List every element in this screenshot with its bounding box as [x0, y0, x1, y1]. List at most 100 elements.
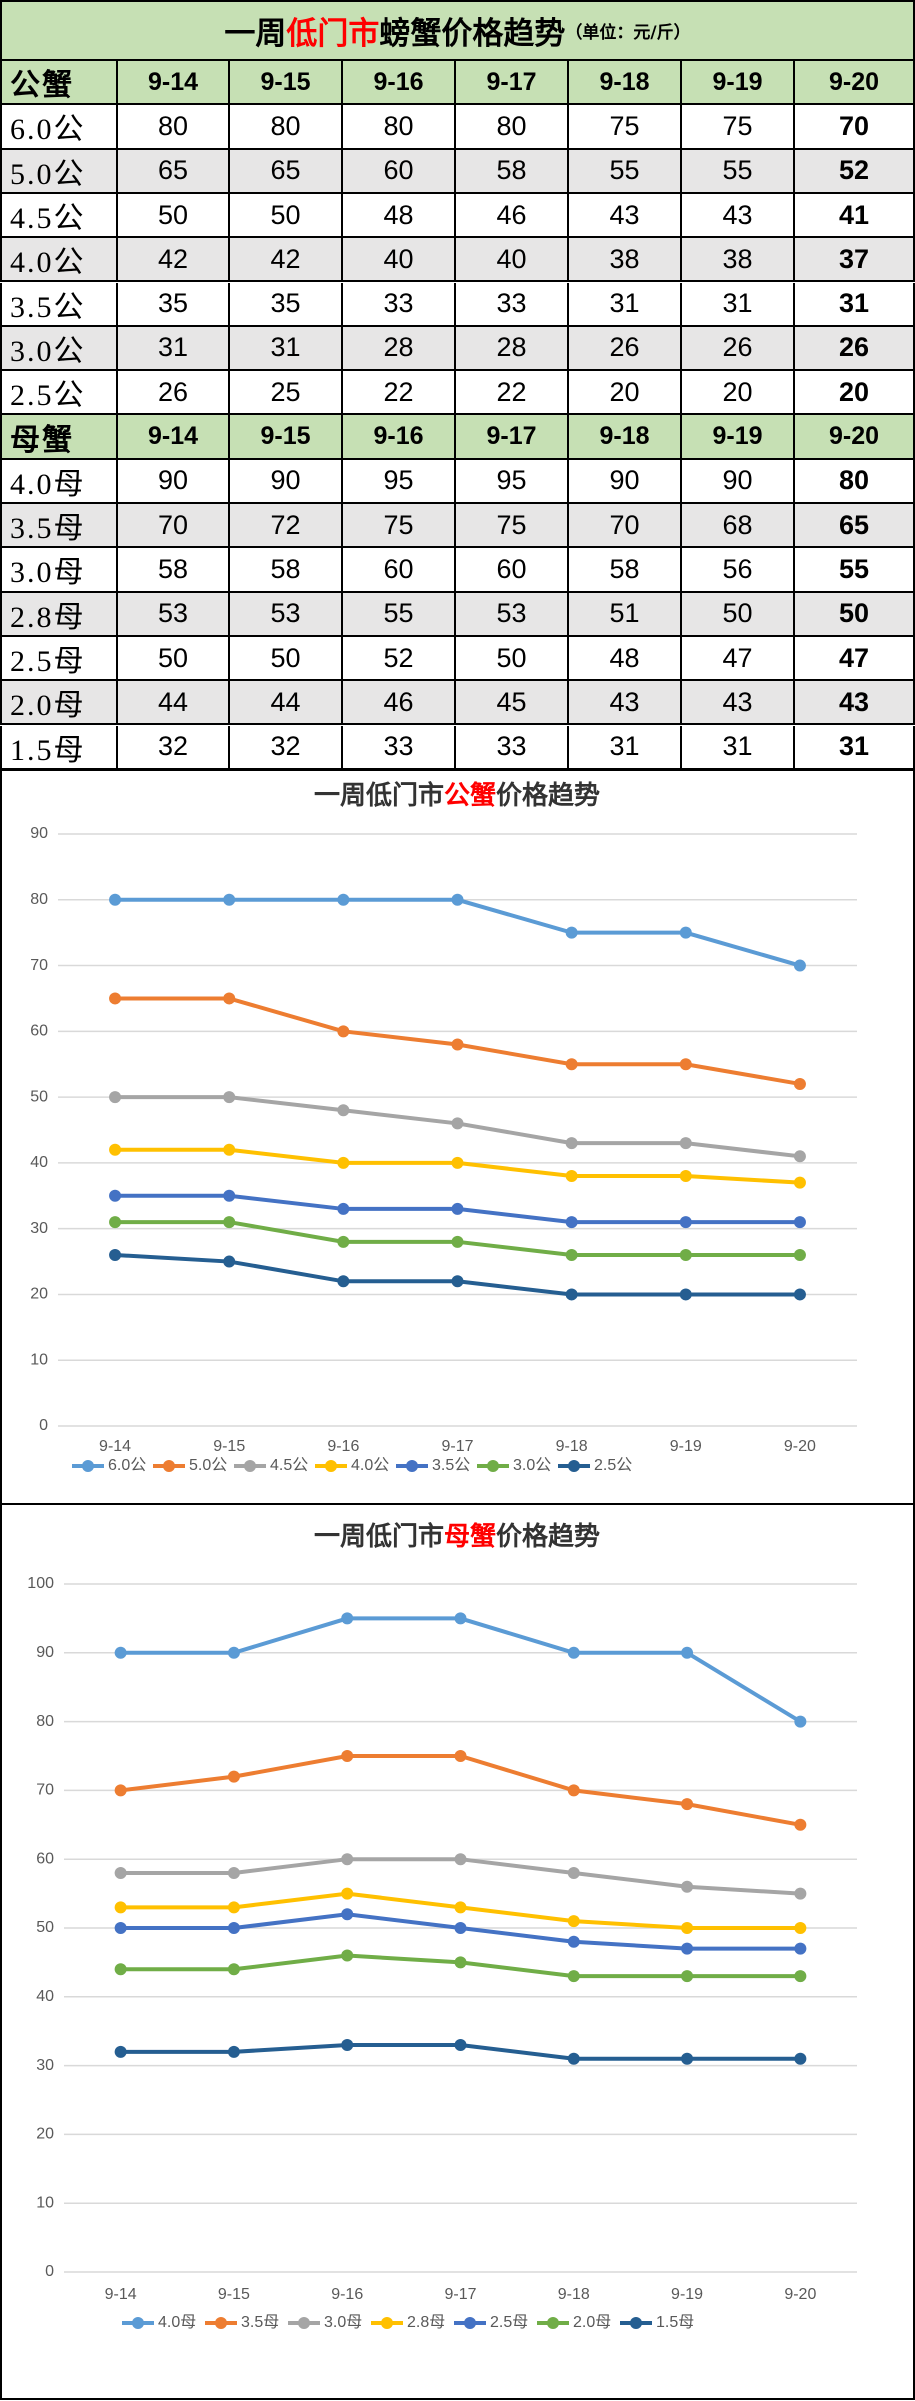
table-cell: 50	[795, 592, 915, 637]
x-tick-label: 9-20	[784, 1438, 816, 1455]
table-cell: 53	[230, 592, 343, 637]
x-tick-label: 9-18	[556, 1438, 588, 1455]
legend-dot	[630, 2317, 642, 2329]
data-point	[223, 1143, 236, 1156]
table-cell: 43	[569, 681, 682, 726]
table-cell: 26	[795, 326, 915, 372]
data-point	[109, 1248, 122, 1261]
table-cell: 52	[795, 149, 915, 194]
data-point	[337, 1235, 350, 1248]
table-cell: 3.5公	[0, 282, 118, 327]
legend-label: 2.8母	[407, 2314, 445, 2331]
table-cell: 35	[230, 282, 343, 327]
chart-title: 一周低门市公蟹价格趋势	[314, 780, 600, 811]
data-point	[114, 1901, 127, 1914]
y-tick-label: 50	[36, 1919, 54, 1936]
title-part: 一周低门市	[314, 1521, 444, 1552]
table-cell: 38	[682, 238, 795, 283]
data-point	[567, 1915, 580, 1928]
data-point	[114, 1963, 127, 1976]
series-line	[115, 897, 801, 968]
header-cell: 9-16	[343, 61, 456, 106]
table-cell: 35	[118, 282, 230, 327]
data-point	[793, 1150, 806, 1163]
data-point	[794, 1942, 807, 1955]
table-cell: 43	[682, 681, 795, 726]
x-tick-label: 9-19	[670, 1438, 702, 1455]
table-cell: 51	[569, 592, 682, 637]
data-point	[679, 1058, 692, 1071]
table-cell: 90	[118, 459, 230, 504]
table-cell: 53	[118, 592, 230, 637]
table-cell: 42	[230, 238, 343, 283]
data-point	[341, 1612, 354, 1625]
data-point	[681, 1970, 694, 1983]
legend-label: 2.0母	[573, 2314, 611, 2331]
table-cell: 95	[343, 459, 456, 504]
table-cell: 70	[795, 105, 915, 150]
table-cell: 6.0公	[0, 105, 118, 150]
data-point	[454, 2038, 467, 2051]
y-tick-label: 10	[36, 2194, 54, 2211]
table-cell: 2.0母	[0, 681, 118, 726]
title-part: 公蟹	[444, 780, 496, 811]
data-point	[337, 893, 350, 906]
series-line	[114, 1252, 800, 1297]
table-cell: 55	[795, 548, 915, 593]
table-cell: 33	[343, 282, 456, 327]
table-cell: 75	[569, 105, 682, 150]
y-tick-label: 80	[36, 1713, 54, 1730]
chart-frame	[0, 1503, 915, 2400]
table-cell: 2.5公	[0, 371, 118, 416]
table-cell: 31	[569, 282, 682, 327]
data-point	[227, 1866, 240, 1879]
data-point	[451, 1117, 464, 1130]
table-cell: 1.5母	[0, 725, 118, 770]
table-cell: 70	[569, 504, 682, 549]
table-title: 一周 低门市 螃蟹价格趋势 （单位：元/斤）	[0, 0, 915, 61]
data-point	[223, 1091, 236, 1104]
data-point	[341, 2038, 354, 2051]
data-point	[227, 1963, 240, 1976]
legend-label: 3.0母	[324, 2314, 362, 2331]
legend-label: 4.0公	[351, 1457, 389, 1474]
legend-label: 3.5母	[241, 2314, 279, 2331]
data-point	[227, 1922, 240, 1934]
y-tick-label: 70	[30, 957, 48, 974]
table-cell: 48	[343, 193, 456, 239]
series-line	[120, 1616, 802, 1724]
table-cell: 44	[118, 681, 230, 726]
data-point	[793, 1077, 806, 1090]
title-part: 螃蟹价格趋势	[379, 16, 566, 52]
x-tick-label: 9-17	[444, 2286, 476, 2303]
data-point	[114, 1866, 127, 1879]
data-point	[454, 1853, 467, 1866]
x-tick-label: 9-16	[327, 1438, 359, 1455]
table-cell: 31	[569, 725, 682, 770]
y-tick-label: 40	[30, 1154, 48, 1171]
table-cell: 90	[569, 459, 682, 504]
data-point	[451, 893, 464, 906]
header-cell: 9-14	[118, 61, 230, 106]
title-part: 母蟹	[444, 1521, 496, 1552]
data-point	[341, 1887, 354, 1900]
table-cell: 2.5母	[0, 636, 118, 682]
data-point	[681, 1880, 694, 1893]
data-point	[341, 1908, 354, 1921]
legend-dot	[325, 1460, 337, 1472]
legend-dot	[487, 1460, 499, 1472]
y-tick-label: 50	[30, 1088, 48, 1105]
table-cell: 4.0公	[0, 238, 118, 283]
title-part: 一周低门市	[314, 780, 444, 811]
table-cell: 60	[343, 548, 456, 593]
data-point	[451, 1202, 464, 1215]
data-point	[793, 959, 806, 972]
data-point	[114, 2045, 127, 2058]
table-cell: 22	[343, 371, 456, 416]
y-tick-label: 20	[30, 1286, 48, 1303]
data-point	[109, 1216, 122, 1229]
y-tick-label: 70	[36, 1782, 54, 1799]
data-point	[565, 1248, 578, 1261]
table-cell: 90	[682, 459, 795, 504]
header-cell: 9-19	[682, 61, 795, 106]
